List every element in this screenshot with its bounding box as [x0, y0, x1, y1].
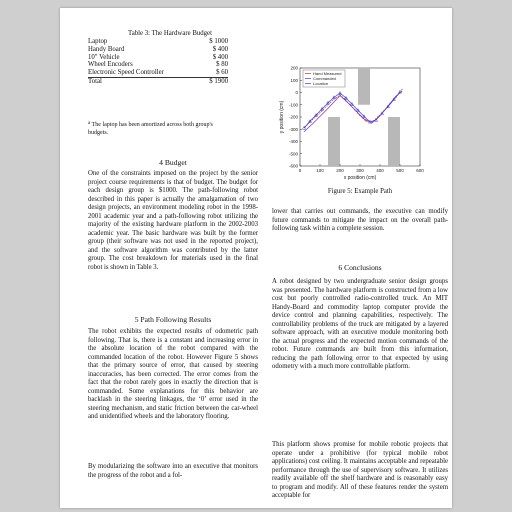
- y-tick-label: 200: [290, 66, 298, 71]
- data-point: *: [333, 97, 335, 102]
- y-tick-label: -100: [289, 102, 299, 107]
- data-point: *: [371, 120, 373, 125]
- data-point: [362, 114, 366, 118]
- x-tick-label: 300: [356, 168, 364, 173]
- y-tick-label: -300: [289, 127, 299, 132]
- obstacle-block: [328, 117, 340, 166]
- data-point: *: [304, 125, 306, 130]
- data-point: *: [339, 93, 341, 98]
- table-row: Handy Board $ 400: [88, 46, 228, 54]
- table-row: Laptop $ 1000: [88, 38, 228, 46]
- y-tick-label: -500: [289, 151, 299, 156]
- section-heading-results: 5 Path Following Results: [134, 315, 212, 324]
- budget-item: Electronic Speed Controller: [88, 69, 164, 77]
- series-line-2: [303, 91, 403, 132]
- total-label: Total: [88, 76, 201, 86]
- y-axis-label: y position (cm): [279, 100, 285, 133]
- legend-entry: Location: [313, 81, 328, 86]
- legend-entry: Commanded: [313, 76, 336, 81]
- footnote-mark: a: [88, 121, 91, 126]
- x-axis-label: x position (cm): [344, 175, 377, 181]
- data-point: [344, 95, 348, 100]
- legend-entry: Hand Measured: [313, 71, 341, 76]
- right-paragraph-1: lower that carries out commands, the exe…: [272, 208, 448, 232]
- data-point: *: [365, 119, 367, 124]
- data-point: *: [401, 88, 403, 93]
- budget-cost: $ 400: [212, 45, 228, 53]
- budget-cost: $ 1000: [209, 38, 228, 45]
- data-point: [332, 95, 336, 99]
- figure-caption: Figure 5: Example Path: [327, 188, 393, 195]
- budget-cost: $ 60: [216, 69, 228, 77]
- table-row: Wheel Encoders $ 80: [88, 61, 228, 69]
- data-point: [302, 125, 306, 130]
- budget-item: Laptop: [88, 38, 108, 45]
- obstacle-block: [388, 117, 400, 166]
- results-paragraph-1: The robot exhibits the expected results …: [88, 328, 258, 420]
- budget-item: Wheel Encoders: [88, 61, 133, 69]
- table-row: 10" Vehicle $ 400: [88, 54, 228, 62]
- footnote-text: The laptop has been amortized across bot…: [88, 122, 213, 136]
- y-tick-label: 100: [290, 78, 298, 83]
- conclusions-paragraph-1: A robot designed by two undergraduate se…: [272, 278, 448, 370]
- data-point: [380, 111, 384, 115]
- data-point: [356, 108, 360, 112]
- data-point: [320, 106, 324, 111]
- budget-item: 10" Vehicle: [88, 53, 120, 61]
- legend-box: [302, 69, 346, 88]
- budget-cost: $ 400: [212, 53, 228, 61]
- data-point: [308, 119, 312, 123]
- y-tick-label: -600: [289, 164, 299, 169]
- example-path-chart: 0 100 200 300 400 500 600 200 100 0 -100 -200 -300 -4…: [279, 66, 424, 182]
- table-caption: Table 3: The Hardware Budget: [128, 30, 212, 37]
- total-value: $ 1900: [200, 76, 228, 86]
- data-point: *: [395, 95, 397, 100]
- data-point: *: [327, 102, 329, 107]
- y-tick-label: -200: [289, 115, 299, 120]
- budget-item: Handy Board: [88, 45, 125, 53]
- budget-cost: $ 80: [216, 61, 228, 69]
- x-tick-label: 400: [376, 168, 384, 173]
- conclusions-paragraph-2: This platform shows promise for mobile r…: [272, 441, 448, 499]
- data-point: *: [321, 108, 323, 113]
- x-tick-label: 500: [396, 168, 404, 173]
- x-tick-label: 200: [336, 168, 344, 173]
- results-paragraph-2: By modularizing the software into an exe…: [88, 463, 258, 479]
- budget-table: Laptop $ 1000 Handy Board $ 400 10" Vehicle $…: [88, 38, 228, 86]
- data-point: [338, 90, 342, 95]
- section-heading-conclusions: 6 Conclusions: [338, 263, 382, 272]
- data-point: *: [359, 113, 361, 118]
- obstacle-block: [358, 68, 370, 105]
- table-row: Electronic Speed Controller $ 60: [88, 69, 228, 77]
- y-tick-label: 0: [295, 90, 298, 95]
- x-tick-label: 100: [316, 168, 324, 173]
- x-tick-label: 0: [299, 168, 302, 173]
- budget-paragraph: One of the constraints imposed on the pr…: [88, 170, 258, 271]
- data-point: [350, 102, 354, 106]
- table-footnote: a The laptop has been amortized across b…: [88, 120, 228, 137]
- data-point: [326, 100, 330, 105]
- section-heading-budget: 4 Budget: [159, 158, 187, 167]
- data-point: [314, 113, 318, 117]
- data-point: *: [309, 120, 311, 125]
- y-tick-label: -400: [289, 139, 299, 144]
- x-tick-label: 600: [416, 168, 424, 173]
- paper-page: Table 3: The Hardware Budget Laptop $ 100…: [60, 8, 452, 508]
- table-row-total: Total $ 1900: [88, 76, 228, 86]
